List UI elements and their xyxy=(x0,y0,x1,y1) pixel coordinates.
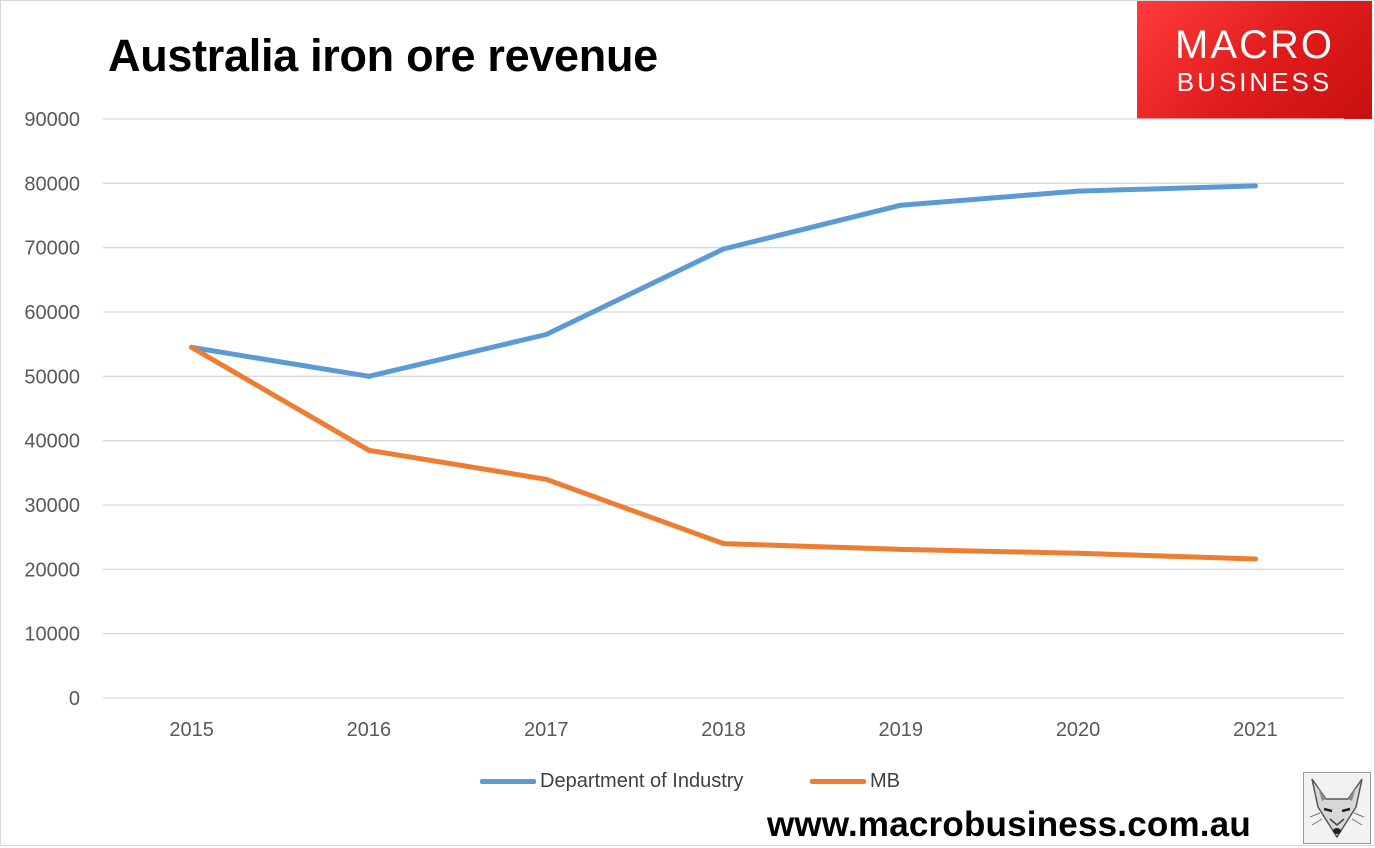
data-point-mb xyxy=(543,476,549,482)
data-point-department-of-industry xyxy=(721,246,726,252)
data-point-department-of-industry xyxy=(366,373,372,379)
data-point-mb xyxy=(898,546,904,552)
legend-swatch-mb xyxy=(810,778,866,784)
y-tick-label: 20000 xyxy=(24,559,80,581)
chart-title: Australia iron ore revenue xyxy=(108,30,658,81)
y-tick-label: 10000 xyxy=(24,624,80,646)
data-point-department-of-industry xyxy=(1252,183,1258,189)
legend-swatch-department-of-industry xyxy=(480,778,536,784)
data-point-department-of-industry xyxy=(898,202,904,208)
x-tick-label: 2020 xyxy=(1056,719,1101,741)
y-tick-label: 90000 xyxy=(24,109,80,131)
y-tick-label: 30000 xyxy=(24,495,80,517)
logo-line-business: BUSINESS xyxy=(1176,67,1333,97)
x-tick-label: 2018 xyxy=(701,719,746,741)
y-tick-label: 40000 xyxy=(24,431,80,453)
legend-label-department-of-industry: Department of Industry xyxy=(540,769,744,792)
data-point-mb xyxy=(1075,550,1081,556)
series-line-mb xyxy=(189,344,1258,562)
legend-item-department-of-industry: Department of Industry xyxy=(480,766,743,796)
x-tick-label: 2021 xyxy=(1233,719,1278,741)
data-point-mb xyxy=(366,447,372,453)
chart-legend: Department of Industry MB xyxy=(0,766,1375,796)
data-point-department-of-industry xyxy=(1075,188,1081,194)
x-tick-label: 2015 xyxy=(169,719,214,741)
x-tick-label: 2016 xyxy=(347,719,392,741)
data-point-mb xyxy=(721,541,726,547)
legend-label-mb: MB xyxy=(870,769,900,792)
y-tick-label: 70000 xyxy=(24,238,80,260)
logo-line-macro: MACRO xyxy=(1175,23,1334,67)
fox-icon xyxy=(1303,772,1371,844)
y-tick-label: 60000 xyxy=(24,302,80,324)
data-point-mb xyxy=(1252,556,1258,562)
y-tick-label: 0 xyxy=(69,688,80,710)
legend-item-mb: MB xyxy=(810,766,900,796)
website-url: www.macrobusiness.com.au xyxy=(767,805,1251,844)
x-tick-label: 2017 xyxy=(524,719,569,741)
x-tick-label: 2019 xyxy=(879,719,924,741)
y-tick-label: 80000 xyxy=(24,173,80,195)
series-line-department-of-industry xyxy=(189,183,1258,379)
data-point-department-of-industry xyxy=(543,332,549,338)
macrobusiness-logo: MACRO BUSINESS xyxy=(1137,1,1372,119)
data-point-mb xyxy=(189,344,195,350)
y-tick-label: 50000 xyxy=(24,366,80,388)
